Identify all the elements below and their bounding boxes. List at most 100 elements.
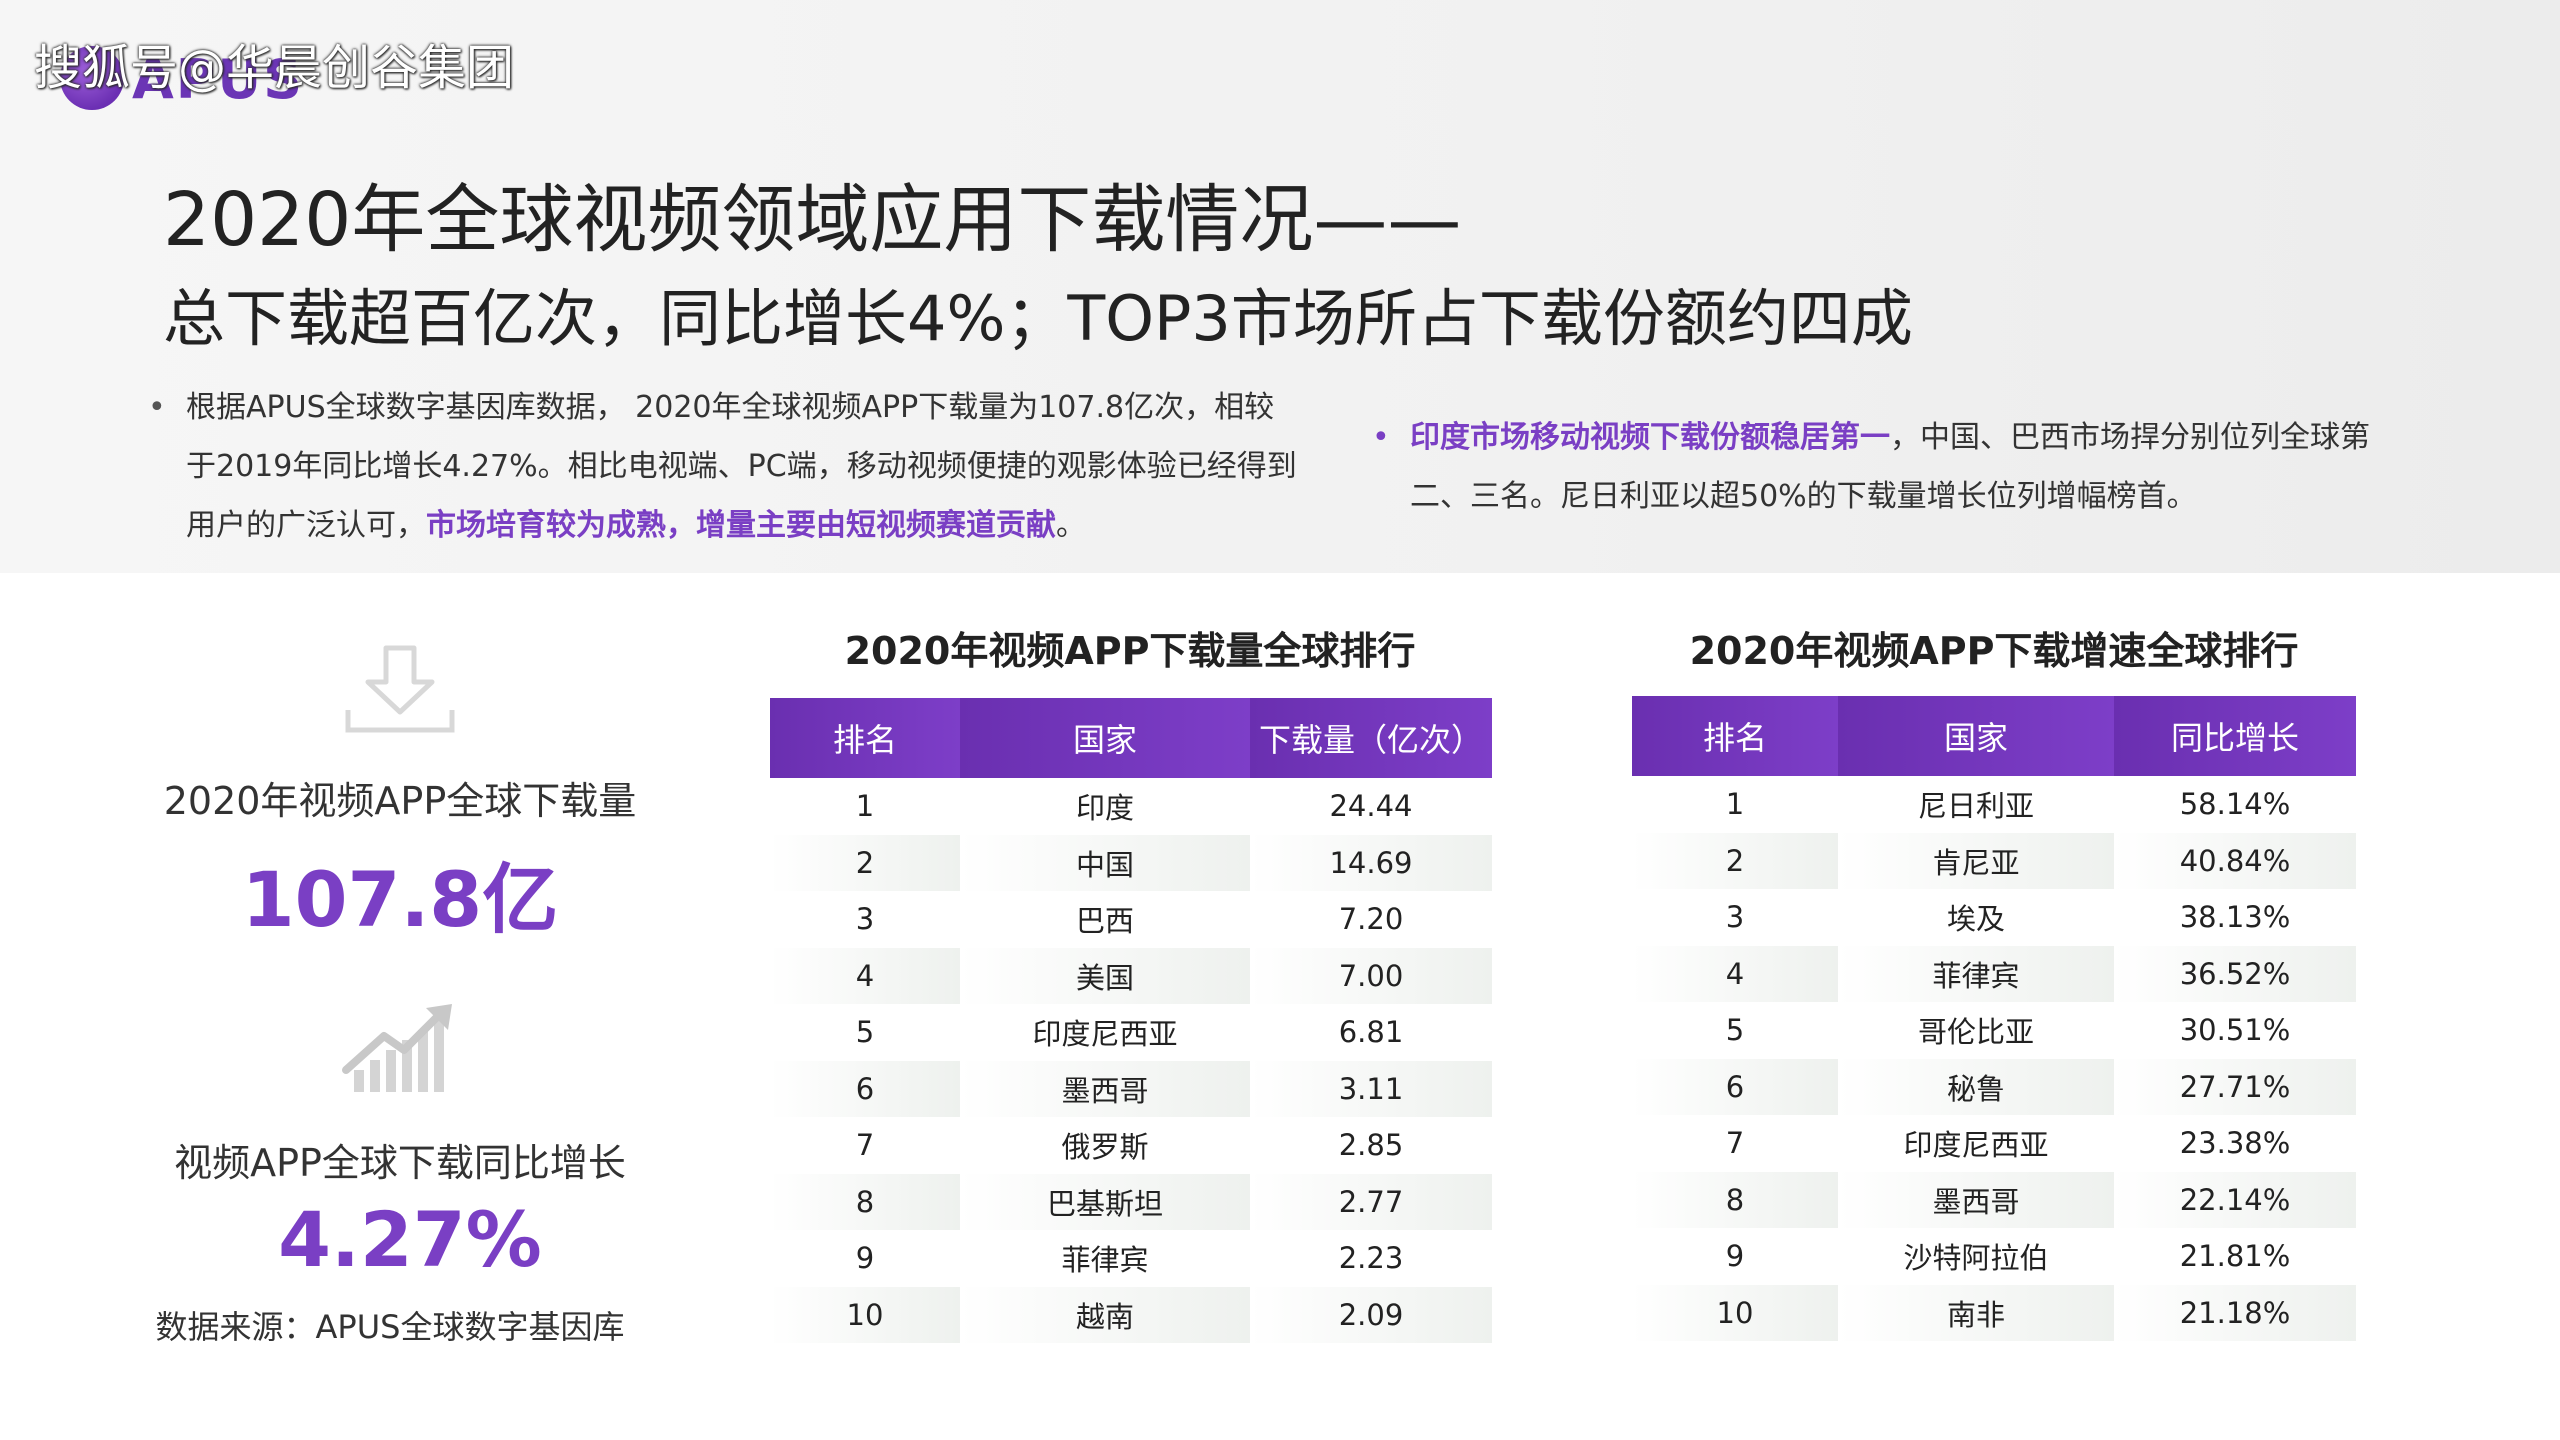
- watermark: 搜狐号@华晨创谷集团: [34, 40, 515, 96]
- table-row: 10 越南 2.09: [770, 1286, 1492, 1343]
- table-row: 6 墨西哥 3.11: [770, 1060, 1492, 1117]
- value-cell: 21.81%: [2114, 1228, 2356, 1285]
- value-cell: 2.77: [1250, 1173, 1492, 1230]
- bullet-row: • 印度市场移动视频下载份额稳居第一，中国、巴西市场捍分别位列全球第二、三名。尼…: [1372, 408, 2412, 526]
- bullet-left: • 根据APUS全球数字基因库数据， 2020年全球视频APP下载量为107.8…: [148, 378, 1298, 555]
- value-cell: 38.13%: [2114, 889, 2356, 946]
- rank-cell: 5: [770, 1004, 960, 1061]
- header-band: [0, 0, 2560, 573]
- country-cell: 印度尼西亚: [1838, 1115, 2114, 1172]
- table-header-row: 排名 国家 下载量（亿次）: [770, 698, 1492, 778]
- rank-cell: 3: [770, 891, 960, 948]
- country-cell: 墨西哥: [960, 1060, 1250, 1117]
- country-cell: 埃及: [1838, 889, 2114, 946]
- rank-cell: 8: [770, 1173, 960, 1230]
- bullet-dot-icon: •: [148, 390, 166, 425]
- country-cell: 巴西: [960, 891, 1250, 948]
- table-row: 1 印度 24.44: [770, 778, 1492, 835]
- rank-cell: 10: [1632, 1284, 1838, 1341]
- table-row: 6 秘鲁 27.71%: [1632, 1058, 2356, 1115]
- data-source: 数据来源：APUS全球数字基因库: [155, 1308, 625, 1346]
- bullet-text: ，中国、巴西市场捍分别位列全球第二、三名。尼日利亚以超50%的下载量增长位列增幅…: [1410, 420, 2370, 514]
- table-row: 7 俄罗斯 2.85: [770, 1117, 1492, 1174]
- value-cell: 40.84%: [2114, 832, 2356, 889]
- country-cell: 沙特阿拉伯: [1838, 1228, 2114, 1285]
- table-row: 3 巴西 7.20: [770, 891, 1492, 948]
- country-cell: 俄罗斯: [960, 1117, 1250, 1174]
- value-cell: 27.71%: [2114, 1058, 2356, 1115]
- column-header-growth: 同比增长: [2114, 696, 2356, 776]
- rank-cell: 2: [770, 834, 960, 891]
- bullet-highlight: 市场培育较为成熟，增量主要由短视频赛道贡献: [426, 508, 1056, 543]
- country-cell: 肯尼亚: [1838, 832, 2114, 889]
- value-cell: 3.11: [1250, 1060, 1492, 1117]
- growth-stat-value: 4.27%: [278, 1195, 542, 1284]
- bullet-dot-icon: •: [1372, 420, 1390, 455]
- rank-cell: 2: [1632, 832, 1838, 889]
- value-cell: 58.14%: [2114, 776, 2356, 833]
- downloads-table-title: 2020年视频APP下载量全球排行: [844, 629, 1416, 673]
- country-cell: 中国: [960, 834, 1250, 891]
- rank-cell: 7: [770, 1117, 960, 1174]
- value-cell: 30.51%: [2114, 1002, 2356, 1059]
- bullet-text: 根据APUS全球数字基因库数据， 2020年全球视频APP下载量为107.8亿次…: [186, 390, 1297, 543]
- table-row: 3 埃及 38.13%: [1632, 889, 2356, 946]
- value-cell: 23.38%: [2114, 1115, 2356, 1172]
- column-header-rank: 排名: [770, 698, 960, 778]
- column-header-country: 国家: [960, 698, 1250, 778]
- country-cell: 菲律宾: [960, 1230, 1250, 1287]
- page-title: 2020年全球视频领域应用下载情况——: [163, 177, 1462, 263]
- download-stat-value: 107.8亿: [241, 855, 559, 944]
- table-row: 2 肯尼亚 40.84%: [1632, 832, 2356, 889]
- growth-chart-icon: [342, 1004, 452, 1092]
- table-row: 8 巴基斯坦 2.77: [770, 1173, 1492, 1230]
- value-cell: 22.14%: [2114, 1171, 2356, 1228]
- page-subtitle: 总下载超百亿次，同比增长4%；TOP3市场所占下载份额约四成: [163, 282, 1913, 355]
- logo-text: APUS: [132, 48, 305, 111]
- rank-cell: 4: [1632, 945, 1838, 1002]
- table-row: 9 菲律宾 2.23: [770, 1230, 1492, 1287]
- country-cell: 印度尼西亚: [960, 1004, 1250, 1061]
- table-row: 1 尼日利亚 58.14%: [1632, 776, 2356, 833]
- column-header-rank: 排名: [1632, 696, 1838, 776]
- bullet-row: • 根据APUS全球数字基因库数据， 2020年全球视频APP下载量为107.8…: [148, 378, 1298, 555]
- growth-stat-label: 视频APP全球下载同比增长: [174, 1141, 626, 1185]
- country-cell: 南非: [1838, 1284, 2114, 1341]
- rank-cell: 10: [770, 1286, 960, 1343]
- value-cell: 7.00: [1250, 947, 1492, 1004]
- table-row: 4 美国 7.00: [770, 947, 1492, 1004]
- apus-logo-icon: [60, 46, 124, 110]
- rank-cell: 8: [1632, 1171, 1838, 1228]
- rank-cell: 6: [770, 1060, 960, 1117]
- country-cell: 哥伦比亚: [1838, 1002, 2114, 1059]
- table-row: 7 印度尼西亚 23.38%: [1632, 1115, 2356, 1172]
- downloads-ranking-table: 排名 国家 下载量（亿次） 1 印度 24.44 2 中国 14.69 3 巴西 7.20 4 美国…: [770, 698, 1492, 1343]
- rank-cell: 5: [1632, 1002, 1838, 1059]
- country-cell: 菲律宾: [1838, 945, 2114, 1002]
- value-cell: 36.52%: [2114, 945, 2356, 1002]
- rank-cell: 1: [770, 778, 960, 835]
- value-cell: 2.23: [1250, 1230, 1492, 1287]
- table-row: 4 菲律宾 36.52%: [1632, 945, 2356, 1002]
- growth-ranking-table: 排名 国家 同比增长 1 尼日利亚 58.14% 2 肯尼亚 40.84% 3 埃及 38.13…: [1632, 696, 2356, 1341]
- rank-cell: 3: [1632, 889, 1838, 946]
- table-row: 8 墨西哥 22.14%: [1632, 1171, 2356, 1228]
- country-cell: 尼日利亚: [1838, 776, 2114, 833]
- rank-cell: 6: [1632, 1058, 1838, 1115]
- country-cell: 越南: [960, 1286, 1250, 1343]
- value-cell: 2.09: [1250, 1286, 1492, 1343]
- value-cell: 6.81: [1250, 1004, 1492, 1061]
- bullet-text-end: 。: [1056, 508, 1086, 543]
- growth-table-title: 2020年视频APP下载增速全球排行: [1689, 629, 2299, 673]
- bullet-highlight: 印度市场移动视频下载份额稳居第一: [1410, 420, 1890, 455]
- rank-cell: 4: [770, 947, 960, 1004]
- download-stat-label: 2020年视频APP全球下载量: [163, 779, 637, 823]
- country-cell: 巴基斯坦: [960, 1173, 1250, 1230]
- column-header-downloads: 下载量（亿次）: [1250, 698, 1492, 778]
- bullet-right: • 印度市场移动视频下载份额稳居第一，中国、巴西市场捍分别位列全球第二、三名。尼…: [1372, 408, 2412, 526]
- download-icon: [345, 645, 455, 733]
- table-header-row: 排名 国家 同比增长: [1632, 696, 2356, 776]
- table-row: 2 中国 14.69: [770, 834, 1492, 891]
- country-cell: 美国: [960, 947, 1250, 1004]
- country-cell: 墨西哥: [1838, 1171, 2114, 1228]
